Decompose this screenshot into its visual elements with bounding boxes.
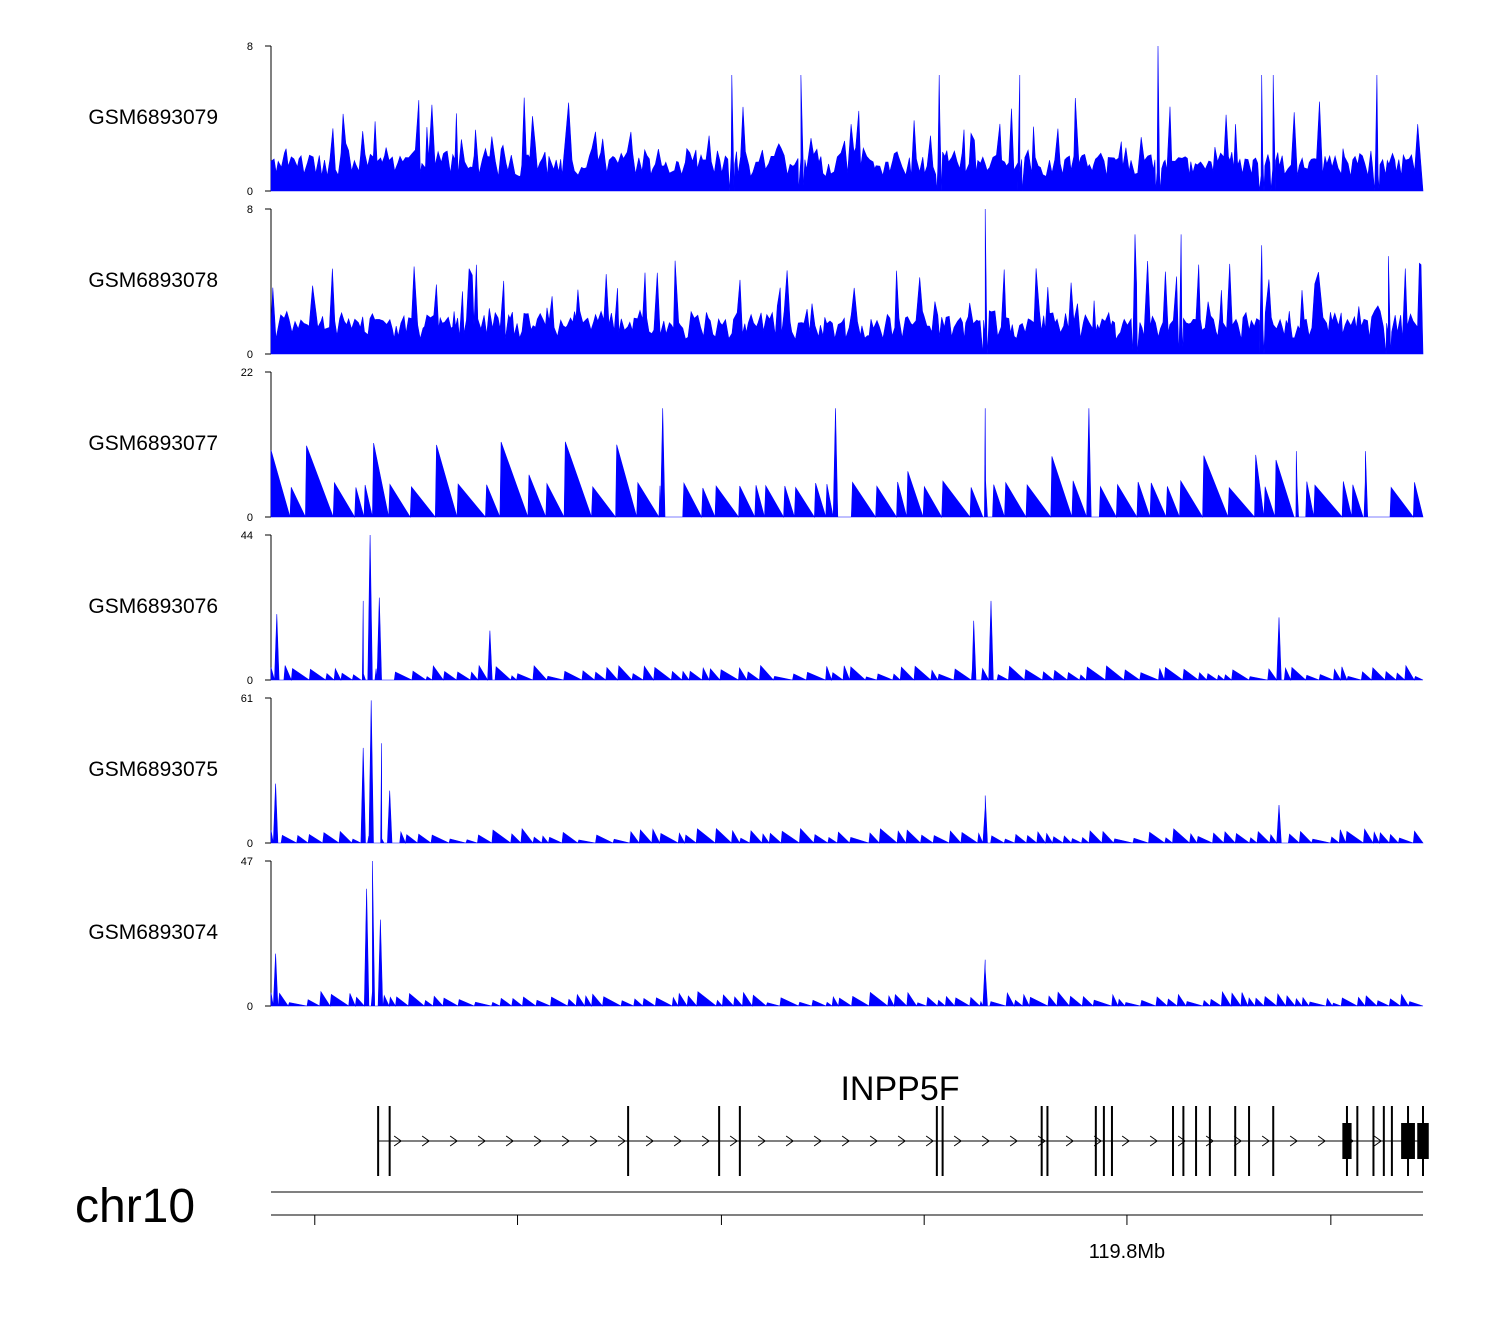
- strand-arrow: [1065, 1135, 1075, 1147]
- strand-arrow: [953, 1135, 962, 1147]
- track-label: GSM6893077: [88, 432, 218, 455]
- strand-arrow: [785, 1135, 794, 1147]
- track-GSM6893079: GSM6893079 8 0: [88, 41, 1424, 198]
- track-label: GSM6893075: [88, 758, 218, 781]
- strand-arrow: [1205, 1135, 1215, 1147]
- chromosome-ideogram: chr10: [75, 1180, 1423, 1233]
- strand-arrow: [1261, 1135, 1271, 1147]
- genome-axis: 119.8Mb: [271, 1214, 1423, 1263]
- strand-arrow: [1177, 1135, 1187, 1147]
- strand-arrow: [1233, 1135, 1243, 1147]
- strand-arrow: [981, 1135, 990, 1147]
- strand-arrow: [1121, 1135, 1131, 1147]
- y-min-label: 0: [247, 1001, 253, 1013]
- coverage-area: [270, 208, 1424, 355]
- y-max-label: 8: [247, 41, 253, 53]
- y-min-label: 0: [247, 349, 253, 361]
- axis-tick-label: 119.8Mb: [1089, 1241, 1165, 1263]
- axis-ticks: [314, 1215, 1332, 1225]
- strand-arrow: [533, 1135, 542, 1147]
- strand-arrow: [897, 1135, 906, 1147]
- chromosome-label: chr10: [75, 1180, 195, 1233]
- y-max-label: 61: [241, 693, 253, 705]
- strand-arrow: [925, 1135, 934, 1147]
- track-label: GSM6893074: [88, 921, 218, 944]
- y-min-label: 0: [247, 675, 253, 687]
- y-max-label: 44: [241, 530, 253, 542]
- y-max-label: 8: [247, 204, 253, 216]
- gene-track: INPP5F: [377, 1070, 1429, 1176]
- coverage-tracks: GSM689307980GSM689307880GSM6893077220GSM…: [88, 41, 1424, 1013]
- strand-arrow: [1289, 1135, 1299, 1147]
- track-GSM6893076: GSM6893076 44 0: [88, 530, 1424, 687]
- y-min-label: 0: [247, 186, 253, 198]
- strand-arrow: [757, 1135, 766, 1147]
- y-min-label: 0: [247, 512, 253, 524]
- strand-arrow: [589, 1135, 598, 1147]
- strand-arrow: [1373, 1135, 1383, 1147]
- y-max-label: 22: [241, 367, 253, 379]
- track-GSM6893075: GSM6893075 61 0: [88, 693, 1424, 850]
- strand-arrow: [561, 1135, 570, 1147]
- track-label: GSM6893078: [88, 269, 218, 292]
- track-GSM6893078: GSM6893078 8 0: [88, 204, 1424, 361]
- strand-arrow: [645, 1135, 654, 1147]
- y-max-label: 47: [241, 856, 253, 868]
- strand-arrow: [673, 1135, 682, 1147]
- gene-label: INPP5F: [840, 1070, 959, 1108]
- strand-arrow: [1037, 1135, 1047, 1147]
- strand-arrow: [393, 1135, 402, 1147]
- strand-arrow: [477, 1135, 486, 1147]
- strand-arrow: [869, 1135, 878, 1147]
- coverage-area: [270, 534, 1424, 682]
- strand-arrow: [1009, 1135, 1019, 1147]
- strand-arrow: [505, 1135, 514, 1147]
- strand-arrow: [841, 1135, 850, 1147]
- coverage-area: [270, 408, 1424, 519]
- track-label: GSM6893079: [88, 106, 218, 129]
- coverage-area: [270, 860, 1424, 1008]
- gene-exons: [377, 1106, 1429, 1176]
- strand-arrow: [701, 1135, 710, 1147]
- strand-arrow: [1149, 1135, 1159, 1147]
- strand-arrow: [617, 1135, 626, 1147]
- track-GSM6893077: GSM6893077 22 0: [88, 367, 1424, 524]
- strand-arrow: [813, 1135, 822, 1147]
- coverage-area: [270, 45, 1424, 192]
- coverage-area: [270, 700, 1424, 845]
- strand-arrow: [421, 1135, 430, 1147]
- track-GSM6893074: GSM6893074 47 0: [88, 856, 1424, 1013]
- strand-arrow: [729, 1135, 738, 1147]
- track-label: GSM6893076: [88, 595, 218, 618]
- strand-arrow: [1317, 1135, 1327, 1147]
- strand-arrow: [449, 1135, 458, 1147]
- y-min-label: 0: [247, 838, 253, 850]
